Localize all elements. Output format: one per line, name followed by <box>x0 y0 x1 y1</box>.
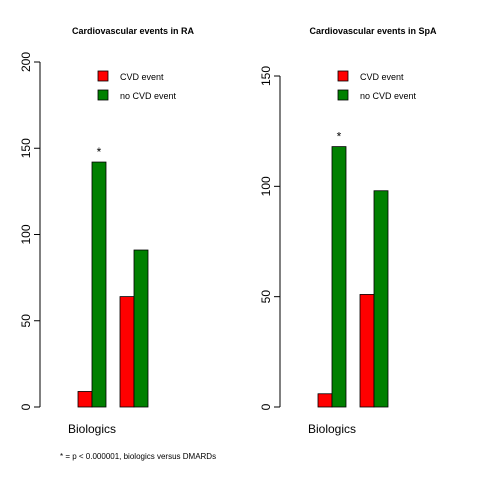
chart-title-1: Cardiovascular events in SpA <box>309 26 437 36</box>
bar-0-1-1 <box>133 249 149 408</box>
y-tick-label-0-4: 200 <box>19 52 33 72</box>
bar-0-0-0 <box>77 391 93 408</box>
footnote: * = p < 0.000001, biologics versus DMARD… <box>60 452 217 461</box>
annotation-1-0: * <box>337 130 342 144</box>
y-tick-label-0-3: 150 <box>19 138 33 158</box>
y-tick-label-1-3: 150 <box>259 66 273 86</box>
bar-1-1-0 <box>359 294 375 408</box>
legend-swatch-1-0 <box>337 70 349 82</box>
bar-0-0-1 <box>91 161 107 408</box>
legend-label-0-0: CVD event <box>120 72 164 82</box>
x-category-label-0-0: Biologics <box>68 422 116 436</box>
legend-swatch-0-0 <box>97 70 109 82</box>
chart-title-0: Cardiovascular events in RA <box>72 26 195 36</box>
y-tick-label-0-0: 0 <box>19 403 33 410</box>
legend-swatch-1-1 <box>337 89 349 101</box>
x-category-label-1-0: Biologics <box>308 422 356 436</box>
y-tick-label-1-2: 100 <box>259 176 273 196</box>
y-tick-label-1-0: 0 <box>259 403 273 410</box>
legend-label-0-1: no CVD event <box>120 91 177 101</box>
bar-0-1-0 <box>119 296 135 408</box>
legend-label-1-1: no CVD event <box>360 91 417 101</box>
y-tick-label-0-1: 50 <box>19 314 33 328</box>
bar-1-0-1 <box>331 146 347 408</box>
bar-1-0-0 <box>317 393 333 408</box>
y-tick-label-0-2: 100 <box>19 224 33 244</box>
legend-swatch-0-1 <box>97 89 109 101</box>
legend-label-1-0: CVD event <box>360 72 404 82</box>
bar-1-1-1 <box>373 190 389 408</box>
annotation-0-0: * <box>97 145 102 159</box>
y-tick-label-1-1: 50 <box>259 290 273 304</box>
